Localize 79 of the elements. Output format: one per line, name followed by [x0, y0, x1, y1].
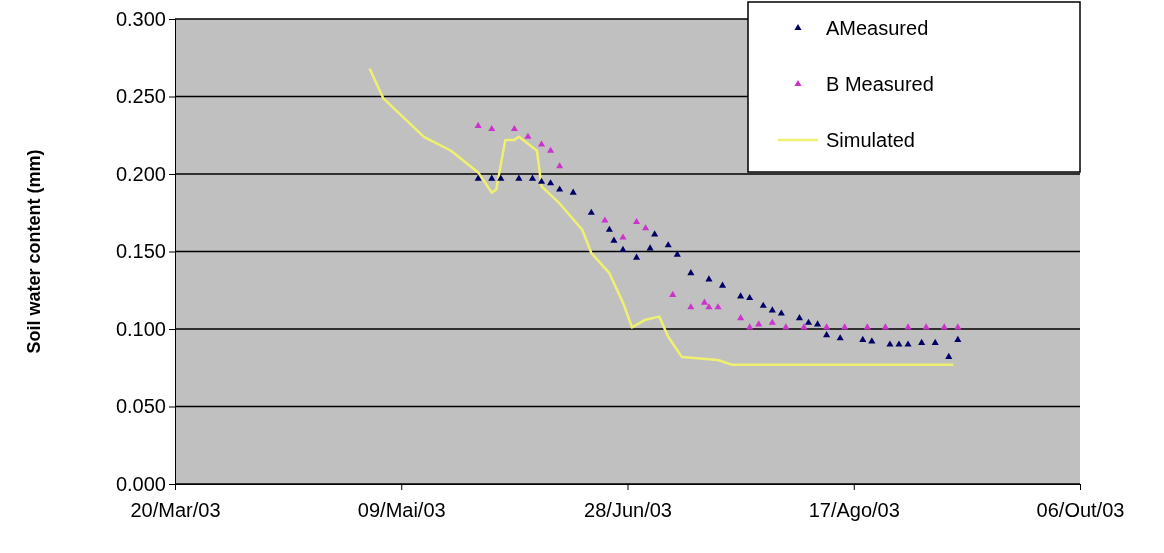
- point: [547, 146, 555, 153]
- point: [474, 174, 482, 181]
- x-tick-label: 20/Mar/03: [130, 499, 221, 521]
- x-tick-label: 17/Ago/03: [808, 499, 900, 521]
- point: [940, 323, 948, 330]
- point: [886, 340, 894, 347]
- point: [587, 208, 595, 215]
- point: [632, 217, 641, 225]
- point: [547, 179, 555, 186]
- point: [954, 335, 962, 342]
- point: [474, 121, 482, 129]
- point: [859, 335, 867, 342]
- point: [488, 174, 496, 181]
- legend-label: Simulated: [826, 129, 915, 151]
- y-axis-title: Soil water content (mm): [24, 149, 44, 354]
- point: [510, 124, 518, 132]
- point: [524, 132, 532, 139]
- point: [556, 185, 564, 192]
- x-tick-label: 09/Mai/03: [357, 499, 446, 521]
- point: [515, 174, 523, 181]
- point: [619, 233, 627, 240]
- point: [537, 177, 546, 184]
- y-tick-label: 0.300: [115, 7, 166, 30]
- point: [497, 174, 505, 181]
- point: [669, 290, 677, 297]
- y-tick-label: 0.250: [115, 85, 166, 108]
- point: [881, 323, 889, 330]
- point: [918, 338, 926, 346]
- line-series: [368, 67, 955, 366]
- point: [642, 224, 650, 231]
- point: [687, 303, 695, 310]
- legend-label: B Measured: [826, 73, 934, 95]
- point: [610, 236, 618, 243]
- point: [488, 124, 496, 132]
- y-tick-label: 0.050: [115, 395, 166, 418]
- point: [823, 323, 831, 330]
- point: [601, 216, 609, 223]
- y-tick-label: 0.100: [115, 317, 166, 340]
- legend-label: AMeasured: [826, 17, 929, 39]
- point: [528, 174, 537, 181]
- point: [673, 250, 681, 257]
- x-tick-label: 06/Out/03: [1036, 499, 1125, 521]
- point: [759, 301, 767, 308]
- point: [569, 188, 577, 195]
- point: [795, 314, 804, 321]
- point: [922, 323, 930, 330]
- point: [768, 318, 776, 325]
- y-tick-label: 0.200: [115, 162, 166, 185]
- point: [651, 230, 659, 237]
- y-tick-label: 0.150: [115, 240, 166, 263]
- point: [895, 340, 903, 347]
- point: [904, 323, 912, 330]
- point: [605, 225, 613, 232]
- point: [782, 323, 790, 330]
- y-tick-label: 0.000: [115, 472, 166, 495]
- point: [718, 281, 727, 288]
- point: [863, 323, 871, 330]
- point: [804, 318, 813, 325]
- point: [945, 352, 953, 359]
- point: [746, 293, 754, 301]
- point: [746, 323, 754, 330]
- point: [737, 292, 745, 299]
- point: [537, 140, 546, 147]
- point: [823, 331, 831, 338]
- point: [800, 323, 808, 330]
- point: [664, 241, 672, 248]
- point: [632, 253, 641, 260]
- point: [931, 338, 939, 346]
- point: [556, 162, 564, 169]
- point: [777, 309, 785, 316]
- point: [841, 323, 849, 330]
- point: [737, 314, 745, 321]
- point: [619, 245, 627, 253]
- x-tick-label: 28/Jun/03: [584, 499, 672, 521]
- point: [904, 340, 912, 347]
- point: [700, 298, 708, 305]
- point: [687, 269, 695, 276]
- point: [954, 323, 962, 330]
- point: [836, 334, 844, 341]
